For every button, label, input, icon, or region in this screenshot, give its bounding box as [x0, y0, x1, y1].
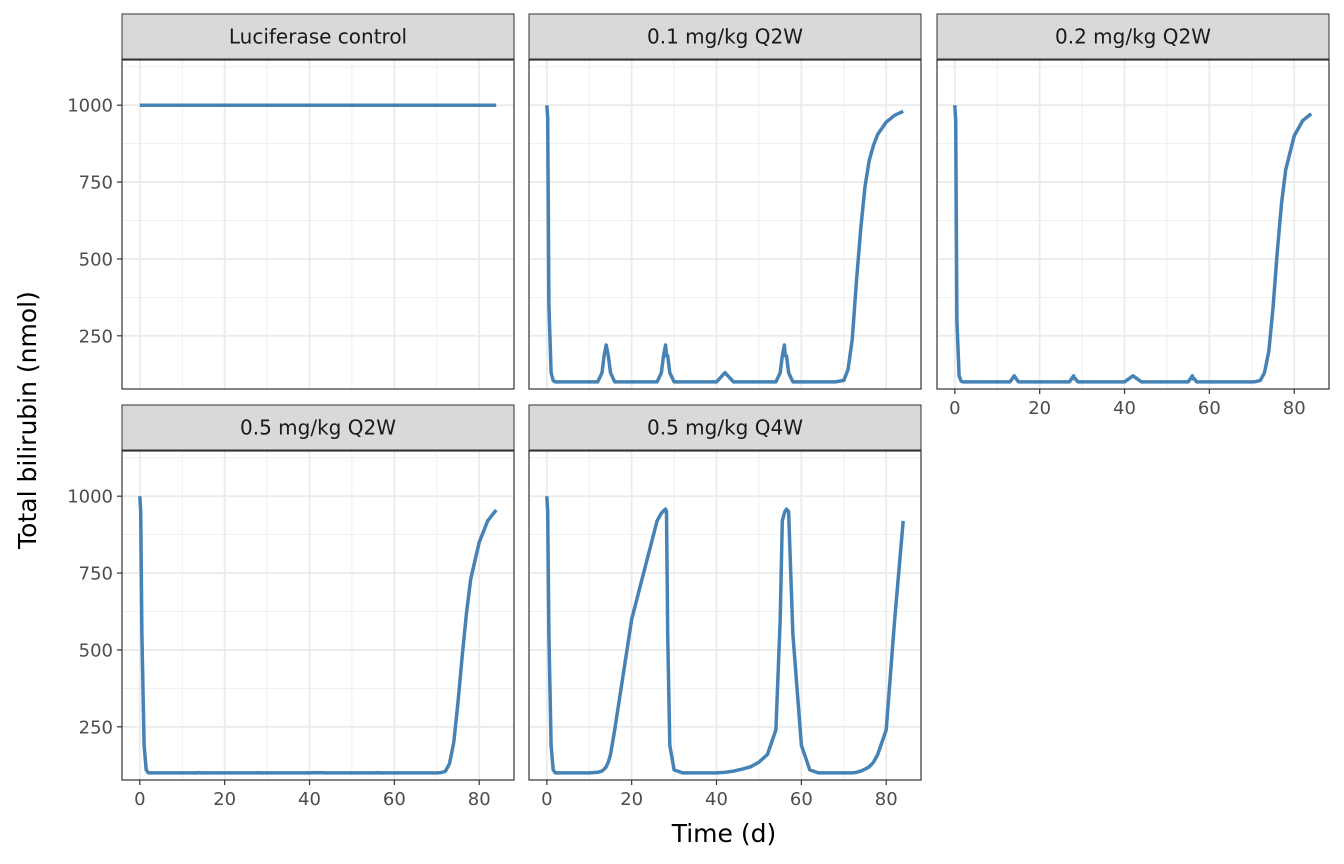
y-axis-title: Total bilirubin (nmol): [13, 291, 42, 550]
x-tick-label: 60: [383, 789, 406, 810]
series-line-0-5-mg-kg-q4w: [545, 496, 905, 775]
gridlines: [122, 451, 514, 780]
panel-background: [529, 451, 921, 780]
y-tick-label: 500: [79, 640, 113, 661]
strip-background: [528, 404, 922, 451]
panel-border: [121, 450, 515, 781]
x-tick-label: 20: [620, 789, 643, 810]
y-tick-label: 250: [79, 326, 113, 347]
x-axis-title: Time (d): [671, 819, 777, 848]
strip-background: [121, 13, 515, 60]
x-tick-label: 80: [875, 789, 898, 810]
panel-border: [528, 59, 922, 390]
facet-panel-luciferase-control: Luciferase control 250 500 750 1000: [67, 13, 515, 390]
panel-border: [528, 450, 922, 781]
panel-background: [529, 60, 921, 389]
panel-border: [121, 59, 515, 390]
y-tick-label: 500: [79, 249, 113, 270]
x-tick-label: 60: [790, 789, 813, 810]
x-tick-label: 40: [298, 789, 321, 810]
x-tick-label: 80: [1283, 398, 1306, 419]
panel-background: [122, 60, 514, 389]
strip-label: 0.5 mg/kg Q4W: [647, 416, 803, 440]
strip-background: [528, 13, 922, 60]
strip-label: Luciferase control: [229, 25, 407, 49]
y-tick-label: 250: [79, 717, 113, 738]
x-tick-label: 0: [134, 789, 145, 810]
strip-label: 0.2 mg/kg Q2W: [1055, 25, 1211, 49]
x-tick-label: 0: [949, 398, 960, 419]
series-line-0-5-mg-kg-q2w: [138, 496, 498, 775]
series-line-0-2-mg-kg-q2w: [953, 105, 1313, 384]
gridlines: [122, 60, 514, 389]
facet-panel-0-2-mg-kg-q2w: 0.2 mg/kg Q2W 0 20 40 60 80: [936, 13, 1330, 419]
y-tick-label: 1000: [67, 487, 113, 508]
facet-panel-0-1-mg-kg-q2w: 0.1 mg/kg Q2W: [528, 13, 922, 390]
panel-border: [936, 59, 1330, 390]
gridlines: [937, 60, 1329, 389]
y-tick-label: 750: [79, 564, 113, 585]
x-tick-label: 20: [213, 789, 236, 810]
facet-panel-0-5-mg-kg-q2w: 0.5 mg/kg Q2W 250 500 750 1000 0 20 40 60 80: [67, 404, 515, 810]
facet-panels: Luciferase control 250 500 750 1000 0.1 mg/kg…: [67, 13, 1330, 810]
x-tick-label: 0: [541, 789, 552, 810]
y-tick-label: 750: [79, 173, 113, 194]
x-tick-label: 20: [1028, 398, 1051, 419]
facet-panel-0-5-mg-kg-q4w: 0.5 mg/kg Q4W 0 20 40 60 80: [528, 404, 922, 810]
x-tick-label: 80: [468, 789, 491, 810]
y-tick-label: 1000: [67, 96, 113, 117]
strip-label: 0.1 mg/kg Q2W: [647, 25, 803, 49]
x-tick-label: 40: [1113, 398, 1136, 419]
strip-label: 0.5 mg/kg Q2W: [240, 416, 396, 440]
strip-background: [936, 13, 1330, 60]
panel-background: [122, 451, 514, 780]
x-tick-label: 60: [1198, 398, 1221, 419]
series-line-0-1-mg-kg-q2w: [545, 105, 904, 384]
panel-background: [937, 60, 1329, 389]
strip-background: [121, 404, 515, 451]
x-tick-label: 40: [705, 789, 728, 810]
